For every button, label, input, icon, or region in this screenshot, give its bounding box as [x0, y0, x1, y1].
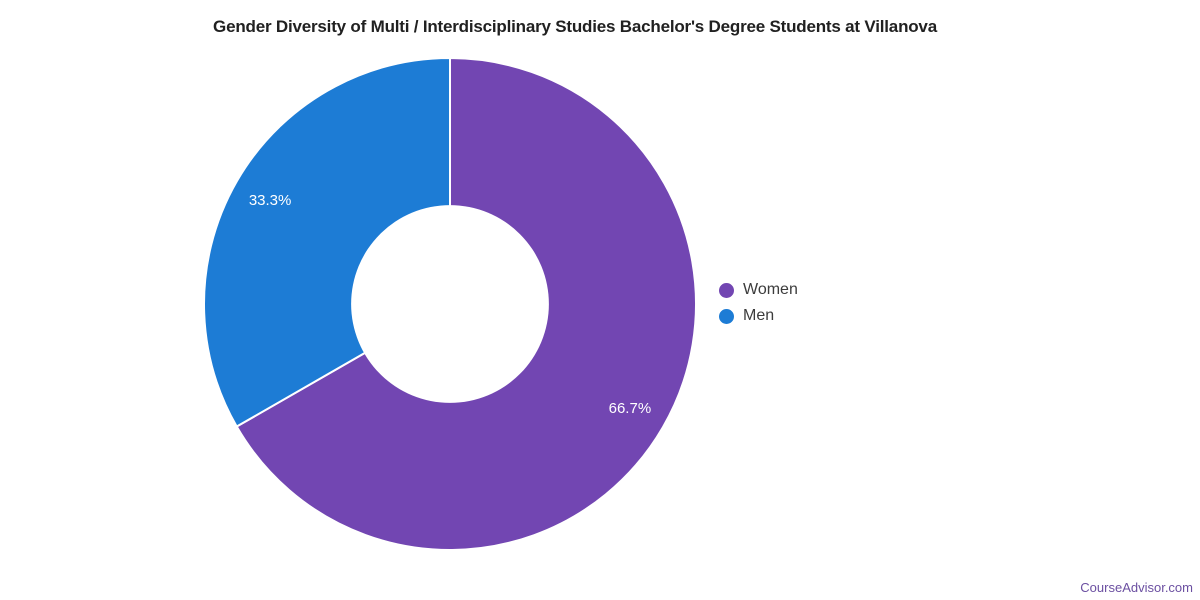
legend: Women Men — [719, 277, 798, 329]
legend-item-men: Men — [719, 303, 798, 329]
watermark-link[interactable]: CourseAdvisor.com — [1080, 580, 1193, 595]
donut-chart: 66.7% 33.3% — [203, 56, 697, 551]
chart-title: Gender Diversity of Multi / Interdiscipl… — [213, 17, 937, 36]
legend-swatch-men-icon — [719, 308, 734, 324]
slice-value-label-men: 33.3% — [249, 192, 292, 209]
donut-hole — [351, 205, 549, 403]
slice-value-label-women: 66.7% — [609, 400, 652, 417]
legend-swatch-women-icon — [719, 282, 734, 298]
legend-item-women: Women — [719, 277, 798, 303]
legend-label-women: Women — [743, 281, 798, 298]
donut-chart-area: 66.7% 33.3% — [203, 56, 697, 551]
legend-label-men: Men — [743, 307, 775, 324]
